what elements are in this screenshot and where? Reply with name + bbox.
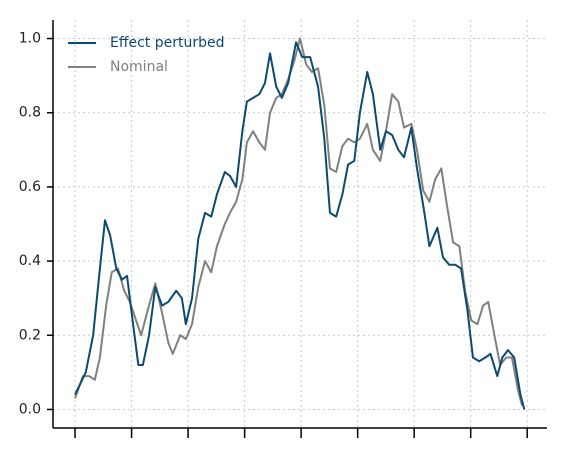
y-tick-label: 1.0 xyxy=(19,31,41,47)
y-tick-label: 0.6 xyxy=(19,179,41,195)
series-line xyxy=(74,41,526,410)
series-line xyxy=(74,37,524,407)
legend-label: Nominal xyxy=(110,59,168,75)
y-tick-label: 0.4 xyxy=(19,253,41,269)
y-tick-label: 0.8 xyxy=(19,105,41,121)
y-tick-label: 0.2 xyxy=(19,327,41,343)
legend-label: Effect perturbed xyxy=(110,35,225,51)
y-tick-label: 0.0 xyxy=(19,401,41,417)
